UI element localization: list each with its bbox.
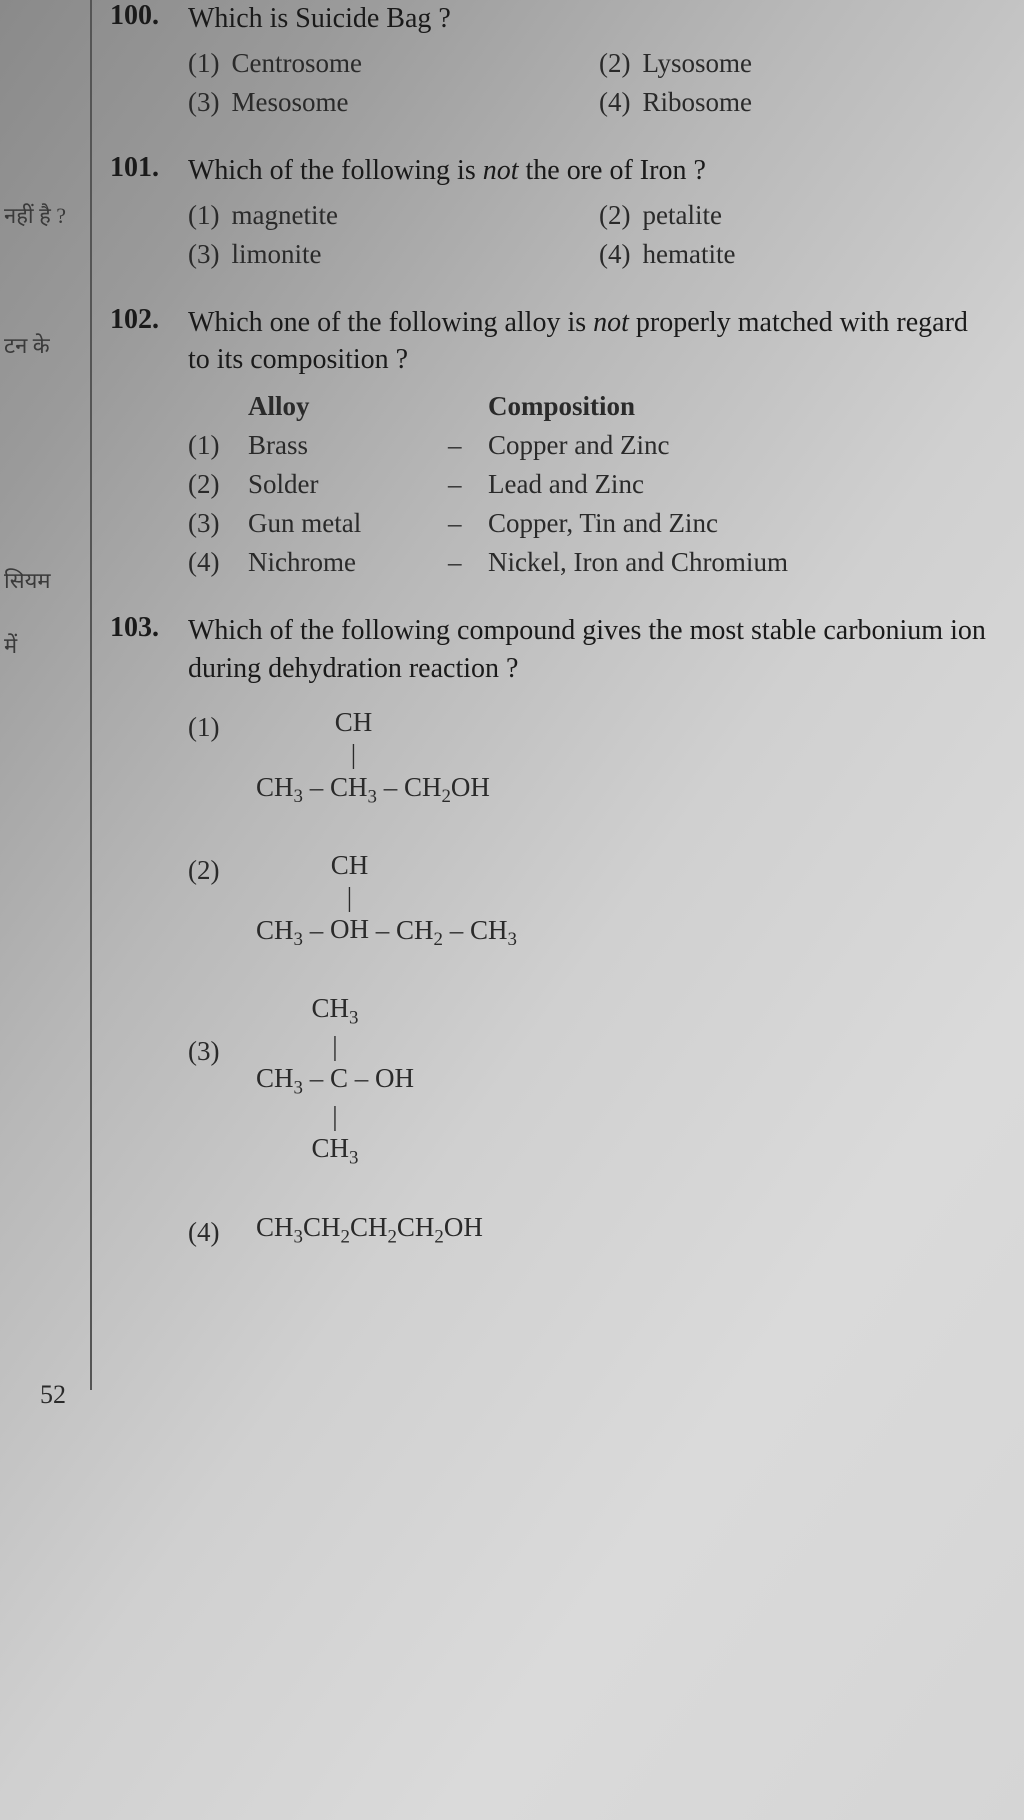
option: (3)limonite	[188, 239, 579, 270]
question-103: 103. Which of the following compound giv…	[110, 612, 990, 1248]
question-number: 102.	[110, 304, 188, 336]
chem-options: (1) CH3 – CH|CH3 – CH2OH (2) CH3 – CH|OH…	[188, 706, 990, 1249]
question-number: 101.	[110, 152, 188, 184]
option: (2)Lysosome	[599, 48, 990, 79]
margin-label: सियम	[4, 565, 51, 595]
question-text: Which is Suicide Bag ?	[188, 0, 990, 38]
option: (2)petalite	[599, 200, 990, 231]
questions-column: 100. Which is Suicide Bag ? (1)Centrosom…	[110, 0, 990, 1289]
margin-labels: नहीं है ? टन के सियम में	[0, 0, 80, 1820]
alloy-header: Alloy Composition	[188, 391, 990, 422]
option: (4)Ribosome	[599, 87, 990, 118]
question-101: 101. Which of the following is not the o…	[110, 152, 990, 270]
margin-label: में	[4, 630, 17, 660]
chem-option: (2) CH3 – CH|OH – CH2 – CH3	[188, 849, 990, 952]
option: (3)Mesosome	[188, 87, 579, 118]
alloy-table: Alloy Composition (1) Brass – Copper and…	[188, 391, 990, 578]
question-102: 102. Which one of the following alloy is…	[110, 304, 990, 579]
option: (1)Centrosome	[188, 48, 579, 79]
chem-formula: CH3 – CH|CH3 – CH2OH	[256, 706, 490, 809]
margin-label: नहीं है ?	[4, 200, 66, 230]
chem-formula: CH3CH2CH2CH2OH	[256, 1211, 483, 1249]
margin-label: टन के	[4, 330, 50, 360]
chem-option: (3) CH3 | CH3 – C – OH | CH3	[188, 992, 990, 1171]
chem-formula: CH3 – CH|OH – CH2 – CH3	[256, 849, 517, 952]
exam-page: नहीं है ? टन के सियम में 100. Which is S…	[0, 0, 1024, 1820]
alloy-row: (4) Nichrome – Nickel, Iron and Chromium	[188, 547, 990, 578]
question-text: Which one of the following alloy is not …	[188, 304, 990, 380]
question-number: 100.	[110, 0, 188, 32]
alloy-row: (3) Gun metal – Copper, Tin and Zinc	[188, 508, 990, 539]
chem-option: (1) CH3 – CH|CH3 – CH2OH	[188, 706, 990, 809]
options-grid: (1)Centrosome (2)Lysosome (3)Mesosome (4…	[188, 48, 990, 118]
alloy-row: (1) Brass – Copper and Zinc	[188, 430, 990, 461]
options-grid: (1)magnetite (2)petalite (3)limonite (4)…	[188, 200, 990, 270]
vertical-divider	[90, 0, 92, 1390]
chem-option: (4) CH3CH2CH2CH2OH	[188, 1211, 990, 1249]
question-number: 103.	[110, 612, 188, 644]
alloy-row: (2) Solder – Lead and Zinc	[188, 469, 990, 500]
chem-formula: CH3 | CH3 – C – OH | CH3	[256, 992, 414, 1171]
page-number: 52	[40, 1380, 66, 1410]
question-text: Which of the following compound gives th…	[188, 612, 990, 688]
question-100: 100. Which is Suicide Bag ? (1)Centrosom…	[110, 0, 990, 118]
question-text: Which of the following is not the ore of…	[188, 152, 990, 190]
option: (1)magnetite	[188, 200, 579, 231]
option: (4)hematite	[599, 239, 990, 270]
